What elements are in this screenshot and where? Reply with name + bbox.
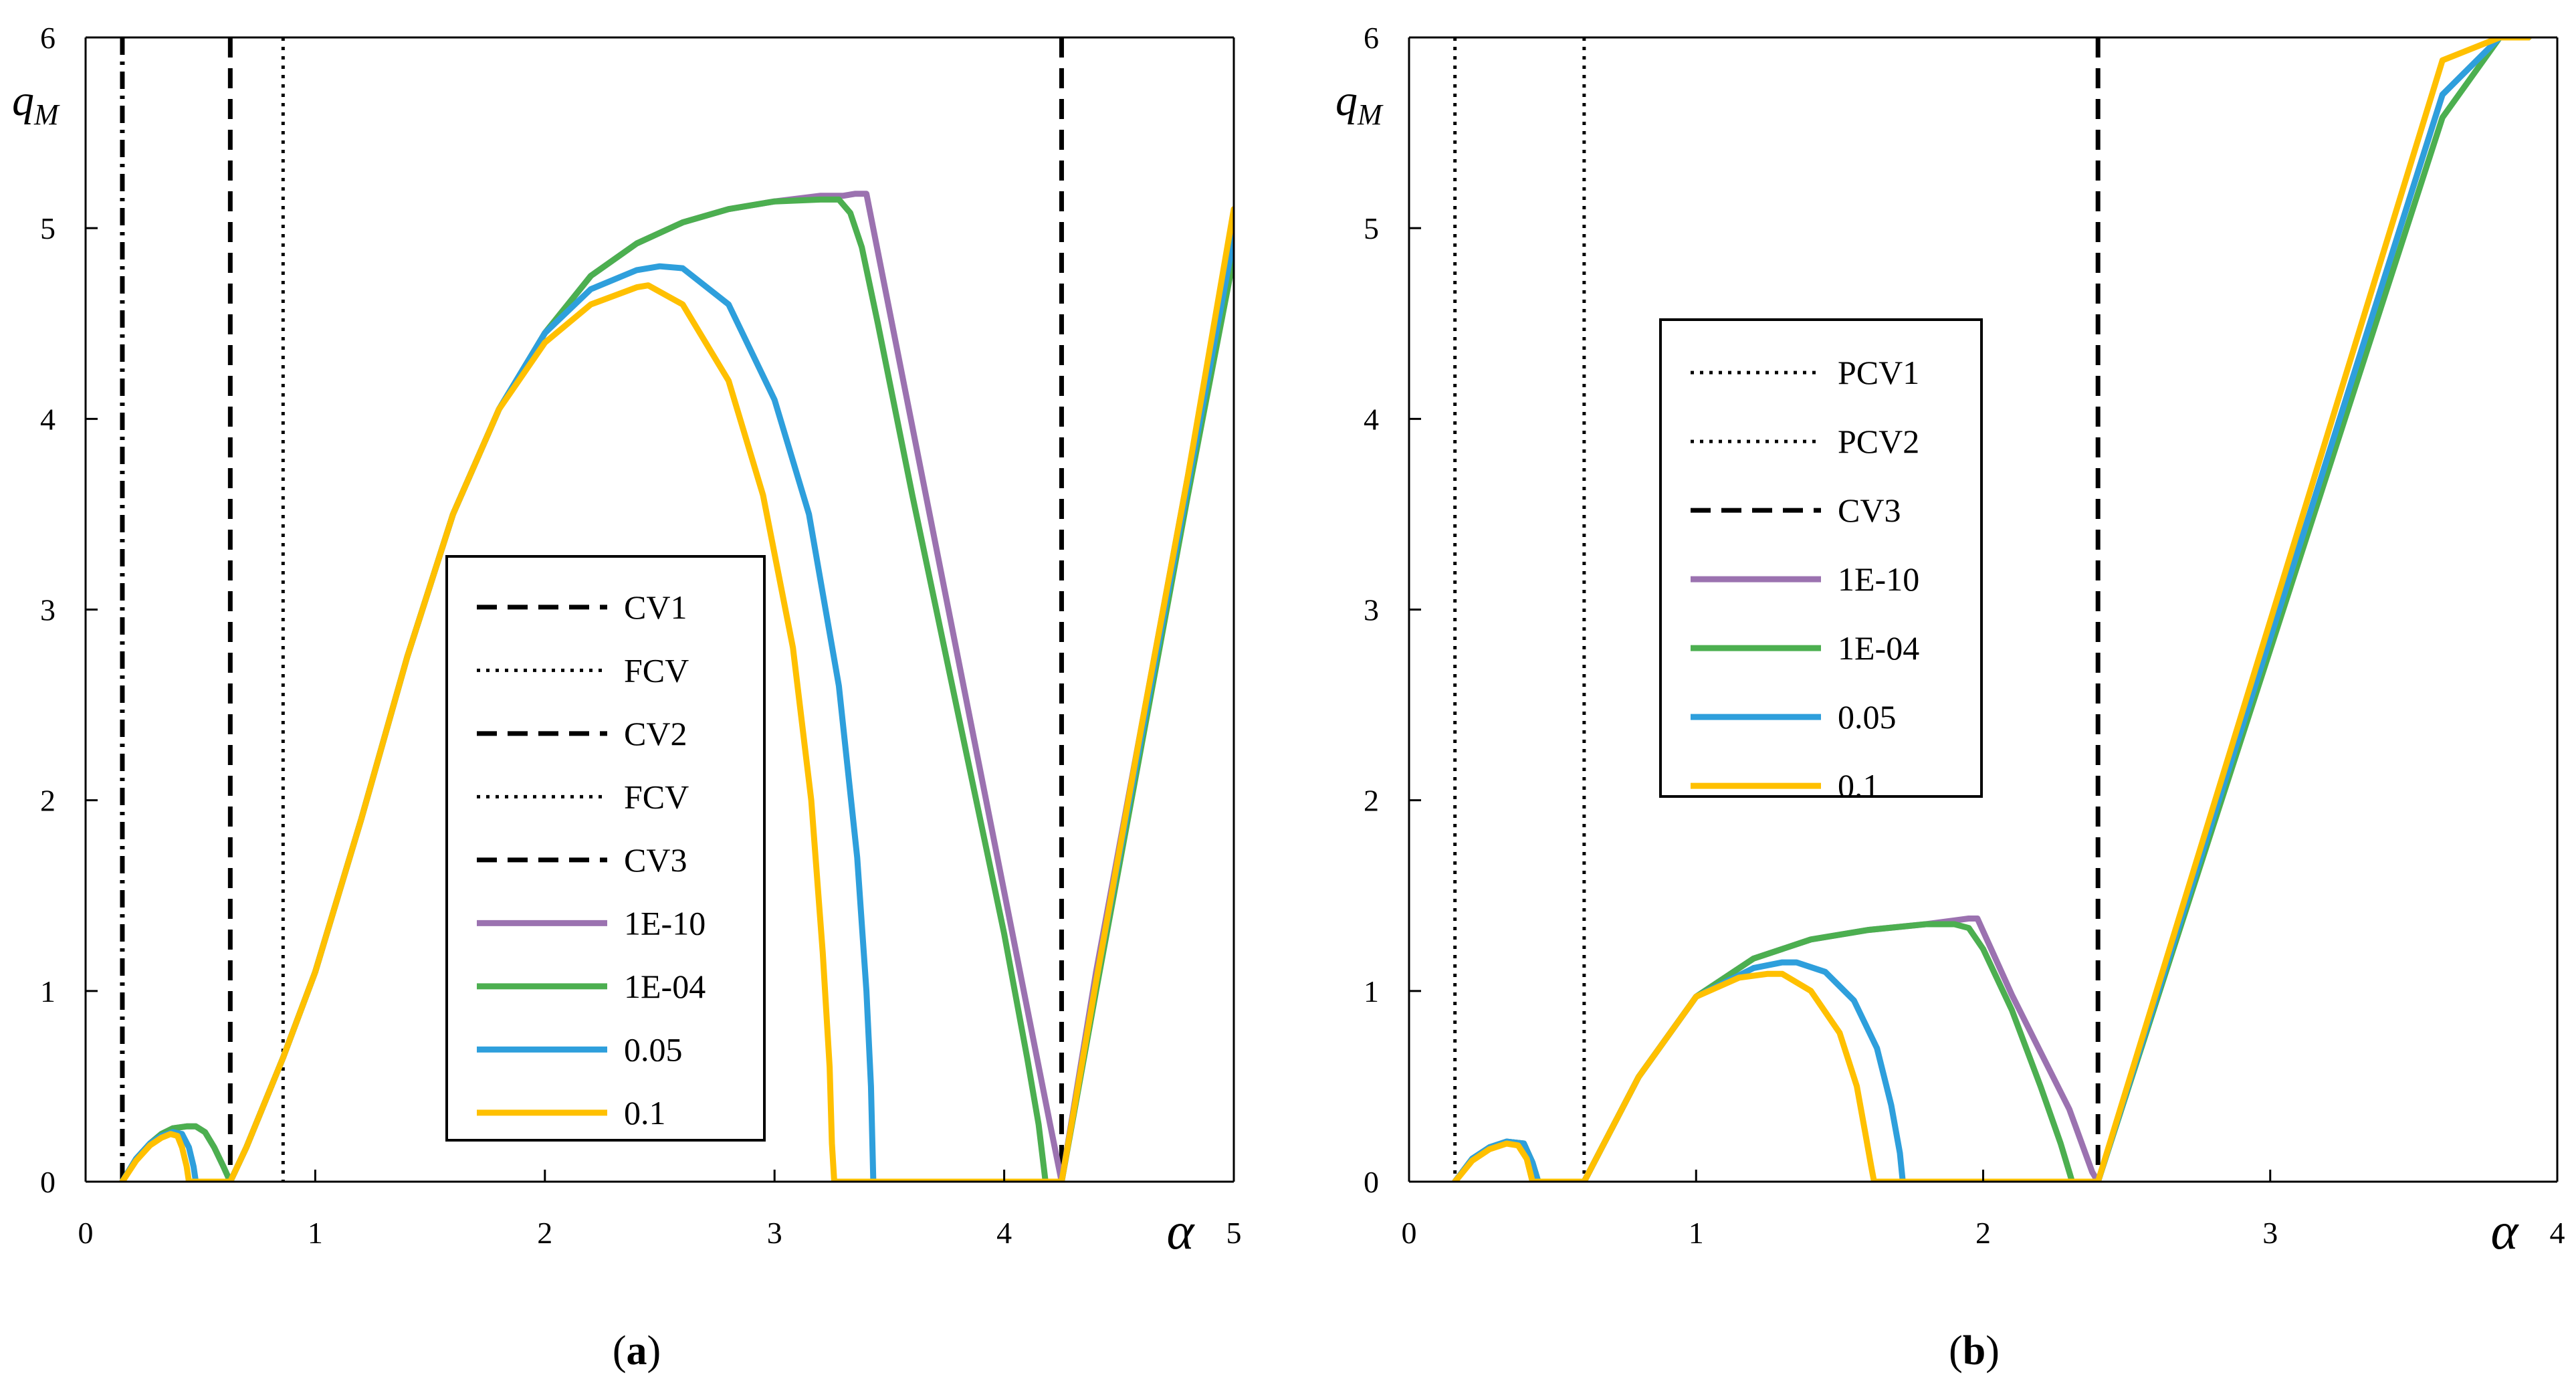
legend-label-8: 0.1	[624, 1094, 666, 1132]
y-tick-label-6: 6	[40, 21, 56, 55]
y-tick-label-1: 1	[40, 974, 56, 1008]
legend-label-3: FCV	[624, 778, 689, 815]
y-tick-label-4: 4	[40, 402, 56, 436]
y-tick-label-2: 2	[1364, 784, 1379, 818]
y-tick-label-0: 0	[1364, 1165, 1379, 1199]
x-tick-label-3: 3	[767, 1216, 782, 1250]
panel-caption: (b)	[1949, 1328, 2000, 1374]
y-axis-symbol: qM	[1335, 76, 1384, 131]
series-line-1E-04	[1452, 37, 2532, 1182]
legend-label-1: FCV	[624, 651, 689, 689]
legend-label-4: 1E-04	[1838, 629, 1919, 667]
caption-open-paren: (	[613, 1328, 627, 1374]
y-tick-label-2: 2	[40, 784, 56, 818]
series-line-1E-04	[119, 196, 1234, 1182]
x-tick-label-4: 4	[2550, 1216, 2565, 1250]
series-group	[119, 191, 1234, 1182]
caption-letter: a	[627, 1328, 647, 1374]
x-tick-label-5: 5	[1226, 1216, 1242, 1250]
y-tick-label-0: 0	[40, 1165, 56, 1199]
legend-label-2: CV2	[624, 715, 687, 752]
chart-panel-b: 0 1 2 3 4 0 1 2 3 4 5 6 α qM PCV1 PCV2 CV3 1E-10 1E-04 0.05…	[1335, 21, 2565, 1374]
x-tick-label-0: 0	[78, 1216, 94, 1250]
legend-label-1: PCV2	[1838, 423, 1919, 460]
legend-label-0: PCV1	[1838, 354, 1919, 391]
y-tick-label-4: 4	[1364, 402, 1379, 436]
y-tick-label-5: 5	[40, 211, 56, 245]
caption-letter: b	[1963, 1328, 1985, 1374]
series-line-0.1	[119, 206, 1234, 1182]
y-tick-label-6: 6	[1364, 21, 1379, 55]
series-group	[1452, 37, 2532, 1182]
y-tick-label-5: 5	[1364, 211, 1379, 245]
legend-label-6: 1E-04	[624, 968, 706, 1005]
panel-caption: (a)	[613, 1328, 661, 1374]
legend-label-0: CV1	[624, 588, 687, 626]
y-axis-symbol: qM	[12, 76, 60, 131]
x-tick-label-3: 3	[2262, 1216, 2278, 1250]
x-tick-label-0: 0	[1402, 1216, 1417, 1250]
legend-box	[1659, 318, 1983, 798]
series-line-0.05	[119, 234, 1234, 1182]
series-line-0.1	[1452, 37, 2532, 1182]
y-tick-label-3: 3	[1364, 593, 1379, 627]
x-tick-label-1: 1	[1689, 1216, 1704, 1250]
series-line-1E-10	[1452, 37, 2532, 1182]
legend-label-5: 1E-10	[624, 904, 706, 942]
y-axis-symbol-subscript: M	[33, 98, 60, 131]
chart-panel-a: 0 1 2 3 4 5 0 1 2 3 4 5 6 α qM CV1 FCV CV2 FCV CV3 1E-10 1E-0…	[12, 21, 1242, 1374]
y-tick-label-3: 3	[40, 593, 56, 627]
series-line-0.05	[1452, 37, 2532, 1182]
caption-close-paren: )	[647, 1328, 661, 1374]
x-tick-label-2: 2	[537, 1216, 552, 1250]
y-axis-symbol-subscript: M	[1357, 98, 1384, 131]
legend-label-4: CV3	[624, 841, 687, 879]
x-axis-symbol: α	[1167, 1202, 1196, 1260]
x-tick-label-2: 2	[1975, 1216, 1991, 1250]
caption-open-paren: (	[1949, 1328, 1963, 1374]
x-tick-label-1: 1	[308, 1216, 323, 1250]
y-tick-label-1: 1	[1364, 974, 1379, 1008]
x-tick-label-4: 4	[996, 1216, 1012, 1250]
legend-label-7: 0.05	[624, 1031, 683, 1068]
legend-label-6: 0.1	[1838, 767, 1880, 805]
x-axis-symbol: α	[2491, 1202, 2520, 1260]
caption-close-paren: )	[1985, 1328, 2000, 1374]
legend-label-2: CV3	[1838, 492, 1901, 529]
legend-box	[445, 555, 766, 1142]
legend-label-5: 0.05	[1838, 698, 1897, 736]
legend-label-3: 1E-10	[1838, 560, 1919, 598]
